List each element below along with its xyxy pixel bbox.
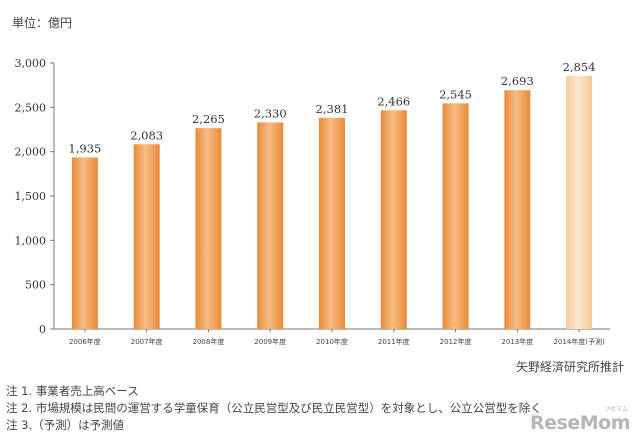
note-3: 注 3.（予測）は予測値 <box>6 418 125 432</box>
source-label: 矢野経済研究所推計 <box>515 360 624 374</box>
bar-value-label: 2,330 <box>254 106 287 120</box>
y-tick-label: 1,500 <box>15 190 47 203</box>
y-tick-label: 2,000 <box>15 146 47 159</box>
bar-chart: 0 500 1,000 1,500 2,000 2,500 3,000 1,935 2006年度… <box>15 57 610 346</box>
resemom-logo: リセマム ReseMom <box>530 404 630 434</box>
y-tick-label: 0 <box>39 323 46 336</box>
notes: 注 1. 事業者売上高ベース 注 2. 市場規模は民間の運営する学童保育（公立民… <box>6 383 542 434</box>
x-tick-label: 2008年度 <box>193 337 225 346</box>
bar <box>442 103 469 330</box>
y-tick-label: 2,500 <box>15 101 47 114</box>
bar <box>380 110 407 330</box>
note-2: 注 2. 市場規模は民間の運営する学童保育（公立民営型及び民立民営型）を対象とし… <box>6 401 542 415</box>
x-tick-label: 2009年度 <box>254 337 286 346</box>
bar <box>71 157 98 329</box>
y-tick-label: 1,000 <box>15 234 47 247</box>
bar-value-label: 2,381 <box>316 102 349 116</box>
x-tick-label: 2010年度 <box>316 337 348 346</box>
y-tick-label: 3,000 <box>15 57 47 70</box>
bar <box>133 144 160 329</box>
x-tick-label: 2011年度 <box>378 337 410 346</box>
bar-value-label: 2,854 <box>563 60 596 74</box>
x-tick-label: 2006年度 <box>69 337 101 346</box>
bar <box>195 128 222 329</box>
note-1: 注 1. 事業者売上高ベース <box>6 384 139 398</box>
bar-value-label: 2,265 <box>192 112 225 126</box>
x-tick-label: 2014年度(予測) <box>553 337 605 346</box>
y-tick-label: 500 <box>25 279 46 292</box>
x-tick-label: 2007年度 <box>131 337 163 346</box>
bar <box>504 90 531 329</box>
bar-value-label: 2,466 <box>377 94 410 108</box>
logo-text: ReseMom <box>530 412 630 434</box>
bar-value-label: 2,545 <box>439 87 472 101</box>
logo-small-text: リセマム <box>603 406 628 413</box>
x-tick-label: 2012年度 <box>440 337 472 346</box>
bar-value-label: 2,693 <box>501 74 534 88</box>
bar-value-label: 2,083 <box>130 128 163 142</box>
x-tick-label: 2013年度 <box>501 337 533 346</box>
bar <box>319 117 345 329</box>
bar <box>257 122 284 329</box>
bar-forecast <box>566 75 593 329</box>
unit-label: 単位：億円 <box>12 16 73 30</box>
bar-value-label: 1,935 <box>68 141 101 155</box>
